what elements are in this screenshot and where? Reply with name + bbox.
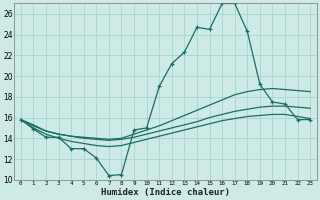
X-axis label: Humidex (Indice chaleur): Humidex (Indice chaleur): [101, 188, 230, 197]
